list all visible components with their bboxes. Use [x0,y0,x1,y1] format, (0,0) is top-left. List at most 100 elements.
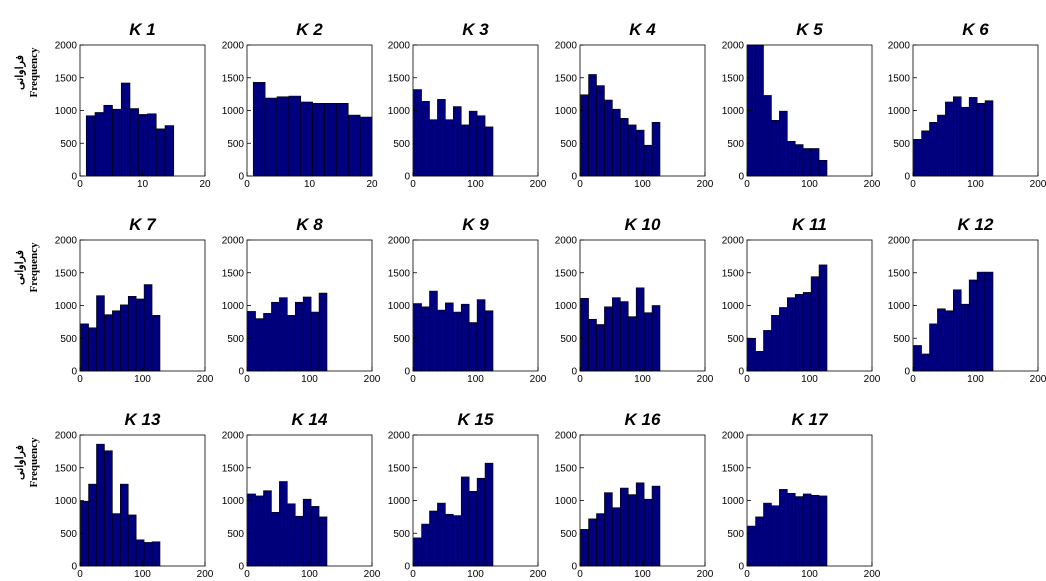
y-tick-label: 1500 [388,463,411,474]
chart-title: K 1 [129,20,155,39]
bar [453,515,462,567]
bar [651,121,661,177]
x-tick-label: 100 [467,179,484,190]
bar [120,82,131,177]
y-tick-label: 2000 [555,236,578,247]
bar [147,113,157,177]
bar [279,481,288,567]
bar [300,101,313,177]
bar [580,94,589,177]
x-tick-label: 0 [244,179,250,190]
x-tick-label: 100 [467,374,484,385]
bar [413,537,422,567]
y-tick-label: 1000 [888,106,911,117]
chart-panel: K 15 0 500 1000 1500 2000 0 100 200 [388,410,547,580]
bar [787,297,796,372]
y-axis-label: Frequency [28,437,40,487]
y-tick-label: 500 [727,529,744,540]
bar [771,120,780,177]
bar [120,304,129,372]
x-tick-label: 200 [530,374,547,385]
bar [421,523,430,567]
bar [779,110,788,177]
y-tick-label: 1000 [555,496,578,507]
bar [984,100,994,177]
bar [247,311,256,372]
bar [103,104,113,177]
bar [484,462,494,567]
bar [324,102,337,177]
chart-panel: K 16 0 500 1000 1500 2000 0 100 200 [555,410,714,580]
chart-panel: K 7 0 500 1000 1500 2000 0 100 200 فراوانی Frequen… [14,215,214,385]
y-tick-label: 1500 [722,73,745,84]
bar [794,496,804,567]
bar [476,477,486,567]
bar [755,44,764,177]
bar [818,495,828,567]
y-tick-label: 0 [571,172,577,183]
x-tick-label: 100 [634,569,651,580]
x-tick-label: 200 [1030,374,1046,385]
bar [460,303,470,372]
x-tick-label: 10 [137,179,149,190]
bar [588,318,597,372]
y-tick-label: 1000 [722,301,745,312]
x-tick-label: 100 [801,374,818,385]
y-tick-label: 1000 [388,301,411,312]
y-tick-label: 500 [393,334,410,345]
y-tick-label: 1500 [722,268,745,279]
bar [94,112,105,177]
chart-panel: K 1 0 500 1000 1500 2000 0 10 20 فراوانی Frequency [14,20,211,190]
bar [294,515,304,567]
bar [445,302,454,372]
y-tick-label: 1000 [388,496,411,507]
bar [794,144,804,177]
chart-title: K 11 [792,215,827,234]
bar [445,119,454,177]
y-tick-label: 0 [738,367,744,378]
y-tick-label: 1000 [55,301,78,312]
y-tick-label: 2000 [722,41,745,52]
y-tick-label: 1500 [555,463,578,474]
bar [252,82,266,177]
y-tick-label: 1500 [555,268,578,279]
x-tick-label: 0 [744,569,750,580]
y-tick-label: 500 [893,334,910,345]
bar [763,330,772,372]
bar [96,295,105,372]
bar [802,292,812,372]
y-tick-label: 0 [238,367,244,378]
bar [312,102,325,177]
chart-title: K 13 [125,410,161,429]
bar [437,99,446,177]
bar [484,310,494,372]
bar [787,140,796,177]
x-tick-label: 100 [634,374,651,385]
x-tick-label: 0 [577,374,583,385]
x-tick-label: 0 [77,179,83,190]
y-tick-label: 0 [571,562,577,573]
bar [104,314,113,372]
x-tick-label: 100 [134,569,151,580]
bar [127,514,137,567]
bar [429,510,438,567]
bar [276,96,290,177]
bar [164,125,175,177]
bar [960,106,970,177]
y-tick-label: 2000 [55,236,78,247]
y-tick-label: 500 [227,529,244,540]
bar [264,97,278,177]
bar [747,525,756,567]
bar [294,301,304,372]
y-tick-label: 2000 [555,431,578,442]
chart-panel: K 8 0 500 1000 1500 2000 0 100 200 [222,215,381,385]
chart-title: K 7 [129,215,157,234]
bar [651,485,661,567]
y-tick-label: 500 [227,334,244,345]
x-tick-label: 200 [364,569,381,580]
bar [818,264,828,372]
y-tick-label: 0 [404,172,410,183]
chart-title: K 4 [629,20,656,39]
bar [112,108,122,177]
